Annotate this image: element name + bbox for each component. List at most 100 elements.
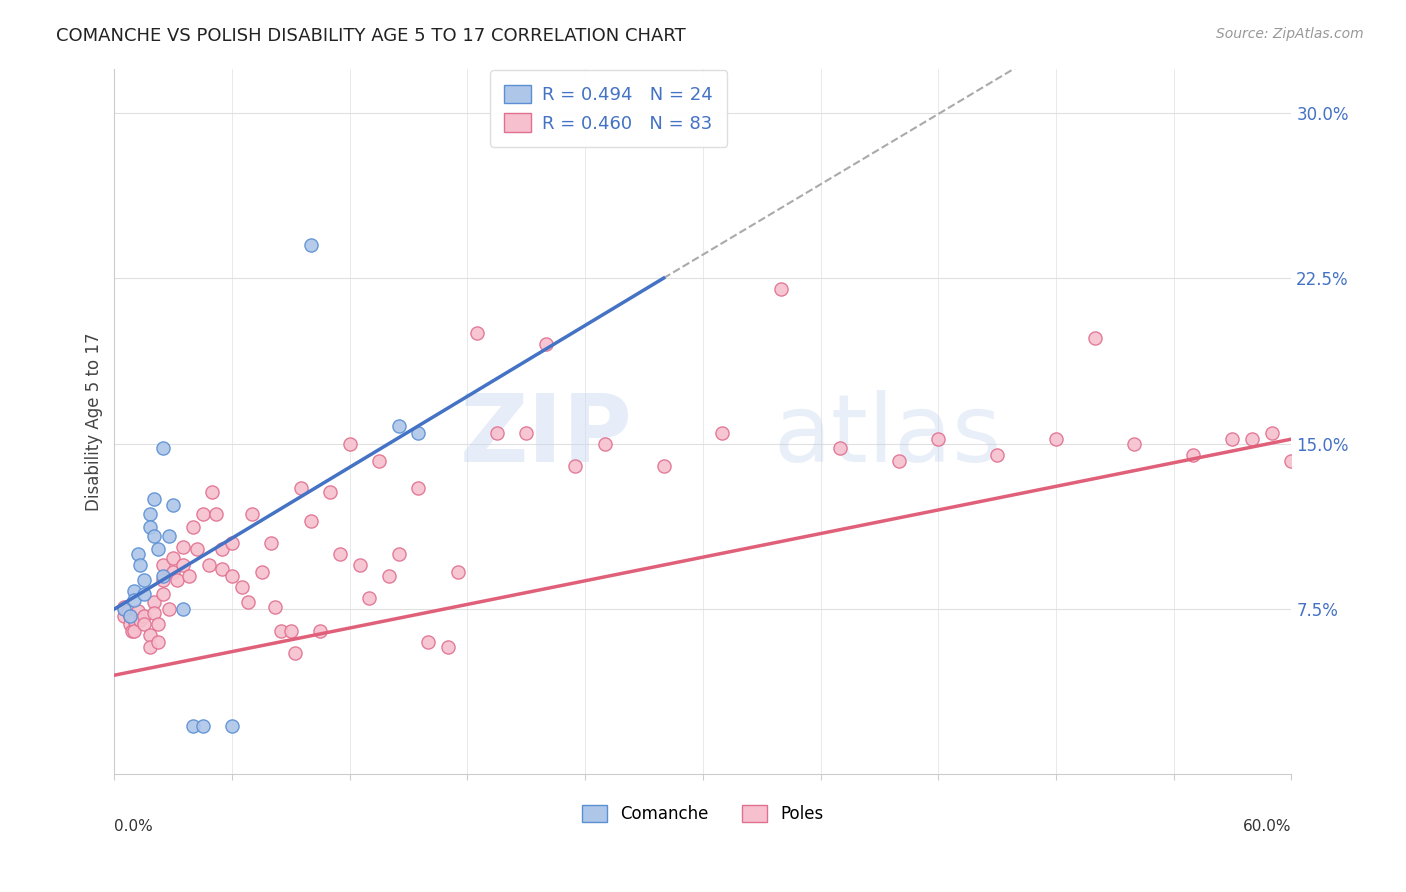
Point: [166, 574, 188, 588]
Point: [172, 541, 194, 555]
Point: [121, 624, 143, 638]
Point: [711, 425, 734, 440]
Point: [309, 624, 332, 638]
Point: [127, 547, 149, 561]
Point: [1123, 436, 1146, 450]
Point: [221, 569, 243, 583]
Point: [408, 481, 430, 495]
Point: [152, 574, 174, 588]
Point: [138, 507, 160, 521]
Point: [770, 282, 793, 296]
Point: [1241, 432, 1264, 446]
Point: [181, 520, 204, 534]
Text: Source: ZipAtlas.com: Source: ZipAtlas.com: [1216, 27, 1364, 41]
Point: [197, 558, 219, 572]
Text: atlas: atlas: [773, 390, 1001, 482]
Point: [129, 613, 152, 627]
Point: [157, 529, 180, 543]
Point: [240, 507, 263, 521]
Point: [465, 326, 488, 341]
Point: [290, 481, 312, 495]
Point: [191, 719, 214, 733]
Point: [172, 602, 194, 616]
Point: [132, 608, 155, 623]
Point: [260, 536, 283, 550]
Point: [138, 520, 160, 534]
Point: [1182, 448, 1205, 462]
Text: 0.0%: 0.0%: [114, 819, 153, 834]
Point: [270, 624, 292, 638]
Point: [349, 558, 371, 572]
Point: [515, 425, 537, 440]
Point: [534, 337, 557, 351]
Y-axis label: Disability Age 5 to 17: Disability Age 5 to 17: [86, 332, 103, 511]
Point: [652, 458, 675, 473]
Point: [142, 607, 165, 621]
Point: [191, 507, 214, 521]
Point: [284, 646, 307, 660]
Point: [122, 613, 145, 627]
Point: [1045, 432, 1067, 446]
Point: [157, 602, 180, 616]
Point: [152, 441, 174, 455]
Point: [132, 574, 155, 588]
Point: [231, 580, 253, 594]
Point: [264, 599, 287, 614]
Point: [887, 454, 910, 468]
Point: [564, 458, 586, 473]
Point: [221, 719, 243, 733]
Point: [339, 436, 361, 450]
Point: [120, 608, 142, 623]
Point: [378, 569, 401, 583]
Point: [211, 562, 233, 576]
Point: [142, 491, 165, 506]
Point: [236, 595, 259, 609]
Point: [142, 529, 165, 543]
Point: [319, 485, 342, 500]
Point: [485, 425, 508, 440]
Point: [122, 624, 145, 638]
Point: [437, 640, 460, 654]
Point: [146, 635, 169, 649]
Point: [368, 454, 391, 468]
Point: [593, 436, 616, 450]
Point: [152, 558, 174, 572]
Point: [1260, 425, 1282, 440]
Point: [211, 542, 233, 557]
Point: [138, 628, 160, 642]
Point: [1279, 454, 1302, 468]
Point: [112, 599, 135, 614]
Point: [388, 547, 411, 561]
Point: [112, 608, 135, 623]
Point: [146, 617, 169, 632]
Point: [359, 591, 381, 605]
Point: [280, 624, 302, 638]
Point: [142, 595, 165, 609]
Point: [388, 418, 411, 433]
Point: [122, 593, 145, 607]
Point: [132, 617, 155, 632]
Text: COMANCHE VS POLISH DISABILITY AGE 5 TO 17 CORRELATION CHART: COMANCHE VS POLISH DISABILITY AGE 5 TO 1…: [56, 27, 686, 45]
Point: [112, 602, 135, 616]
Point: [299, 514, 322, 528]
Point: [418, 635, 440, 649]
Point: [201, 485, 224, 500]
Point: [146, 542, 169, 557]
Point: [117, 604, 139, 618]
Point: [927, 432, 949, 446]
Point: [138, 640, 160, 654]
Point: [172, 558, 194, 572]
Point: [120, 608, 142, 623]
Point: [830, 441, 852, 455]
Point: [329, 547, 352, 561]
Point: [177, 569, 200, 583]
Point: [186, 542, 208, 557]
Point: [299, 238, 322, 252]
Point: [181, 719, 204, 733]
Text: ZIP: ZIP: [460, 390, 633, 482]
Point: [1222, 432, 1244, 446]
Point: [129, 558, 152, 572]
Point: [250, 565, 273, 579]
Point: [986, 448, 1008, 462]
Point: [162, 565, 184, 579]
